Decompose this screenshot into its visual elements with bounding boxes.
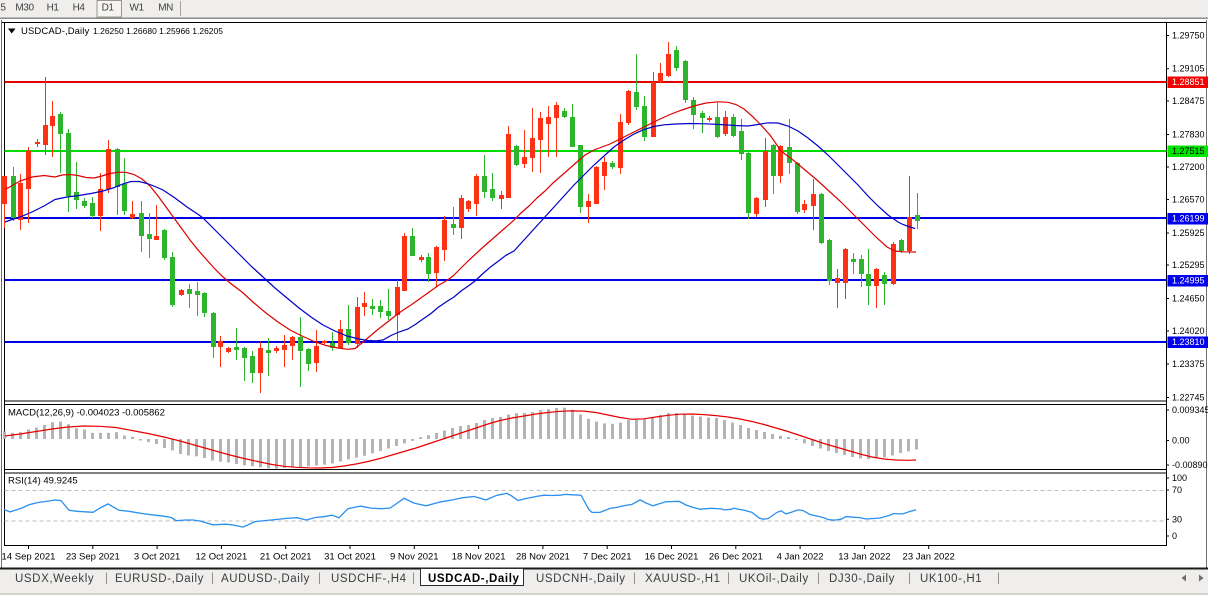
svg-text:0.00: 0.00	[1172, 436, 1190, 446]
svg-text:W1: W1	[129, 3, 144, 14]
svg-text:18 Nov 2021: 18 Nov 2021	[452, 552, 506, 563]
svg-text:1.27200: 1.27200	[1172, 162, 1205, 172]
svg-text:USDX,Weekly: USDX,Weekly	[15, 573, 94, 585]
svg-text:USDCHF-,H4: USDCHF-,H4	[331, 573, 407, 585]
svg-text:DJ30-,Daily: DJ30-,Daily	[829, 573, 895, 585]
svg-text:7 Dec 2021: 7 Dec 2021	[583, 552, 632, 563]
svg-text:1.25295: 1.25295	[1172, 260, 1205, 270]
svg-text:1.23375: 1.23375	[1172, 359, 1205, 369]
svg-text:EURUSD-,Daily: EURUSD-,Daily	[115, 573, 204, 585]
svg-text:12 Oct 2021: 12 Oct 2021	[196, 552, 248, 563]
svg-text:-0.008902: -0.008902	[1172, 460, 1208, 470]
svg-text:USDCAD-,Daily: USDCAD-,Daily	[428, 573, 520, 585]
svg-text:1.23810: 1.23810	[1172, 337, 1205, 347]
svg-text:|: |	[105, 573, 108, 585]
svg-text:1.27515: 1.27515	[1172, 146, 1205, 156]
svg-text:70: 70	[1172, 485, 1182, 495]
svg-text:1.24995: 1.24995	[1172, 276, 1205, 286]
svg-text:13 Jan 2022: 13 Jan 2022	[838, 552, 890, 563]
svg-text:|: |	[727, 573, 730, 585]
svg-text:M30: M30	[15, 3, 34, 14]
svg-text:1.28475: 1.28475	[1172, 96, 1205, 106]
svg-text:1.29750: 1.29750	[1172, 31, 1205, 41]
svg-text:|: |	[318, 573, 321, 585]
svg-text:UK100-,H1: UK100-,H1	[920, 573, 982, 585]
svg-text:RSI(14) 49.9245: RSI(14) 49.9245	[8, 476, 78, 487]
svg-text:H1: H1	[47, 3, 60, 14]
svg-text:H4: H4	[73, 3, 86, 14]
svg-text:0.009345: 0.009345	[1172, 405, 1208, 415]
svg-text:1.26199: 1.26199	[1172, 214, 1205, 224]
svg-text:1.27830: 1.27830	[1172, 130, 1205, 140]
svg-text:31 Oct 2021: 31 Oct 2021	[324, 552, 376, 563]
svg-text:USDCNH-,Daily: USDCNH-,Daily	[536, 573, 626, 585]
svg-text:14 Sep 2021: 14 Sep 2021	[2, 552, 56, 563]
svg-text:|: |	[908, 573, 911, 585]
svg-text:26 Dec 2021: 26 Dec 2021	[709, 552, 763, 563]
svg-text:MN: MN	[158, 3, 173, 14]
svg-text:16 Dec 2021: 16 Dec 2021	[645, 552, 699, 563]
svg-text:21 Oct 2021: 21 Oct 2021	[260, 552, 312, 563]
svg-text:4 Jan 2022: 4 Jan 2022	[777, 552, 824, 563]
svg-text:5: 5	[0, 3, 6, 14]
svg-text:XAUUSD-,H1: XAUUSD-,H1	[645, 573, 721, 585]
svg-text:USDCAD-,Daily: USDCAD-,Daily	[21, 26, 89, 37]
svg-text:|: |	[211, 573, 214, 585]
svg-text:23 Sep 2021: 23 Sep 2021	[66, 552, 120, 563]
svg-text:23 Jan 2022: 23 Jan 2022	[903, 552, 955, 563]
svg-text:MACD(12,26,9) -0.004023 -0.005: MACD(12,26,9) -0.004023 -0.005862	[8, 408, 165, 419]
svg-text:100: 100	[1172, 473, 1187, 483]
svg-text:|: |	[817, 573, 820, 585]
svg-text:1.28851: 1.28851	[1172, 77, 1205, 87]
svg-text:1.22745: 1.22745	[1172, 393, 1205, 403]
svg-text:28 Nov 2021: 28 Nov 2021	[516, 552, 570, 563]
svg-text:1.25925: 1.25925	[1172, 228, 1205, 238]
svg-text:1.26250 1.26680 1.25966 1.2620: 1.26250 1.26680 1.25966 1.26205	[93, 26, 223, 36]
svg-text:UKOil-,Daily: UKOil-,Daily	[739, 573, 809, 585]
svg-text:3 Oct 2021: 3 Oct 2021	[134, 552, 180, 563]
svg-text:0: 0	[1172, 531, 1177, 541]
svg-text:|: |	[997, 573, 1000, 585]
svg-text:AUDUSD-,Daily: AUDUSD-,Daily	[221, 573, 310, 585]
svg-text:D1: D1	[102, 3, 115, 14]
svg-text:1.29105: 1.29105	[1172, 64, 1205, 74]
svg-text:1.26570: 1.26570	[1172, 195, 1205, 205]
svg-text:|: |	[633, 573, 636, 585]
svg-text:9 Nov 2021: 9 Nov 2021	[390, 552, 439, 563]
svg-text:30: 30	[1172, 514, 1182, 524]
svg-text:|: |	[412, 573, 415, 585]
svg-text:1.24020: 1.24020	[1172, 326, 1205, 336]
svg-text:1.24650: 1.24650	[1172, 294, 1205, 304]
